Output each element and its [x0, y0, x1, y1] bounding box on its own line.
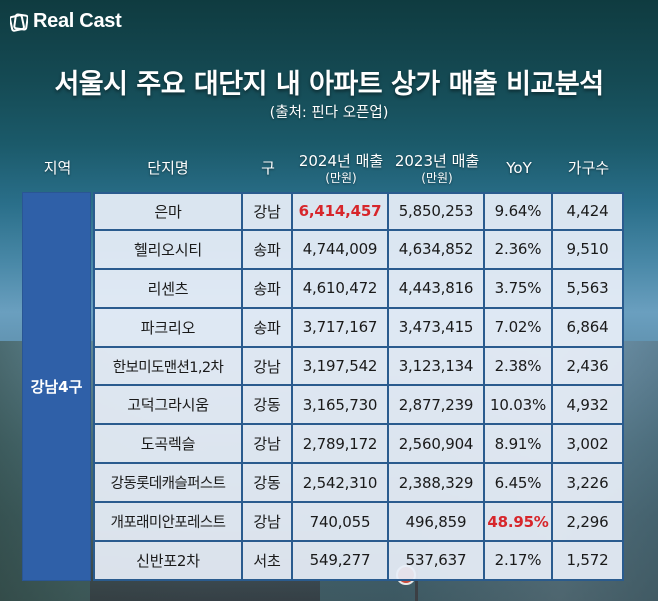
- sales-2023-cell: 537,637: [389, 542, 485, 581]
- district-cell: 서초: [243, 542, 293, 581]
- district-cell: 강남: [243, 192, 293, 231]
- district-cell: 강동: [243, 464, 293, 504]
- households-cell: 6,864: [553, 308, 624, 348]
- sales-2023-cell: 4,634,852: [389, 230, 485, 270]
- header-district: 구: [261, 159, 275, 178]
- header-sales-2024-unit: (만원): [325, 170, 357, 185]
- district-cell: 송파: [243, 269, 293, 309]
- households-cell: 2,436: [553, 347, 624, 387]
- header-complex: 단지명: [147, 159, 189, 178]
- sales-comparison-table: 지역 단지명 구 2024년 매출 (만원) 2023년 매출 (만원) YoY…: [22, 150, 636, 581]
- sales-2024-cell: 4,610,472: [293, 269, 389, 309]
- complex-name-cell: 신반포2차: [93, 542, 243, 581]
- households-cell: 4,424: [553, 192, 624, 231]
- yoy-cell: 2.38%: [485, 347, 553, 387]
- complex-name-cell: 고덕그라시움: [93, 386, 243, 426]
- yoy-cell: 9.64%: [485, 192, 553, 231]
- sales-2024-cell: 2,542,310: [293, 464, 389, 504]
- header-households: 가구수: [567, 159, 610, 178]
- complex-name-cell: 파크리오: [93, 308, 243, 348]
- households-cell: 5,563: [553, 269, 624, 309]
- households-cell: 3,002: [553, 425, 624, 465]
- sales-2023-cell: 2,560,904: [389, 425, 485, 465]
- sales-2024-cell: 2,789,172: [293, 425, 389, 465]
- households-cell: 2,296: [553, 503, 624, 543]
- households-cell: 4,932: [553, 386, 624, 426]
- yoy-cell: 2.17%: [485, 542, 553, 581]
- header-yoy: YoY: [506, 159, 532, 178]
- yoy-cell: 48.95%: [485, 503, 553, 543]
- complex-name-cell: 강동롯데캐슬퍼스트: [93, 464, 243, 504]
- district-cell: 강남: [243, 425, 293, 465]
- background-pole: [415, 561, 418, 601]
- complex-name-cell: 개포래미안포레스트: [93, 503, 243, 543]
- yoy-cell: 2.36%: [485, 230, 553, 270]
- table-header-row: 지역 단지명 구 2024년 매출 (만원) 2023년 매출 (만원) YoY…: [22, 150, 636, 188]
- sales-2023-cell: 496,859: [389, 503, 485, 543]
- sales-2024-cell: 3,165,730: [293, 386, 389, 426]
- district-cell: 송파: [243, 308, 293, 348]
- sales-2024-cell: 740,055: [293, 503, 389, 543]
- page-title: 서울시 주요 대단지 내 아파트 상가 매출 비교분석: [54, 69, 604, 100]
- sales-2023-cell: 2,388,329: [389, 464, 485, 504]
- header-sales-2023: 2023년 매출 (만원): [394, 151, 480, 185]
- brand-logo: Real Cast: [10, 10, 122, 33]
- region-cell: 강남4구: [22, 192, 91, 581]
- sales-2024-cell: 3,717,167: [293, 308, 389, 348]
- source-caption: (출처: 핀다 오픈업): [269, 105, 389, 121]
- header-sales-2024: 2024년 매출 (만원): [298, 151, 384, 185]
- district-cell: 강동: [243, 386, 293, 426]
- sales-2024-cell: 4,744,009: [293, 230, 389, 270]
- brand-name: Real Cast: [33, 10, 122, 32]
- households-cell: 1,572: [553, 542, 624, 581]
- header-sales-2023-unit: (만원): [421, 170, 453, 185]
- complex-name-cell: 도곡렉슬: [93, 425, 243, 465]
- yoy-cell: 8.91%: [485, 425, 553, 465]
- households-cell: 3,226: [553, 464, 624, 504]
- complex-name-cell: 헬리오시티: [93, 230, 243, 270]
- yoy-cell: 10.03%: [485, 386, 553, 426]
- yoy-cell: 7.02%: [485, 308, 553, 348]
- district-cell: 강남: [243, 347, 293, 387]
- sales-2024-cell: 549,277: [293, 542, 389, 581]
- sales-2023-cell: 4,443,816: [389, 269, 485, 309]
- complex-name-cell: 한보미도맨션1,2차: [93, 347, 243, 387]
- yoy-cell: 6.45%: [485, 464, 553, 504]
- table-body: 강남4구 은마 강남 6,414,457 5,850,253 9.64% 4,424 헬리오…: [22, 192, 636, 581]
- sales-2023-cell: 3,123,134: [389, 347, 485, 387]
- realcast-logo-icon: [10, 12, 28, 32]
- district-cell: 강남: [243, 503, 293, 543]
- complex-name-cell: 리센츠: [93, 269, 243, 309]
- yoy-cell: 3.75%: [485, 269, 553, 309]
- header-region: 지역: [43, 159, 72, 178]
- sales-2023-cell: 2,877,239: [389, 386, 485, 426]
- sales-2024-cell: 6,414,457: [293, 192, 389, 231]
- district-cell: 송파: [243, 230, 293, 270]
- sales-2023-cell: 3,473,415: [389, 308, 485, 348]
- sales-2023-cell: 5,850,253: [389, 192, 485, 231]
- households-cell: 9,510: [553, 230, 624, 270]
- sales-2024-cell: 3,197,542: [293, 347, 389, 387]
- complex-name-cell: 은마: [93, 192, 243, 231]
